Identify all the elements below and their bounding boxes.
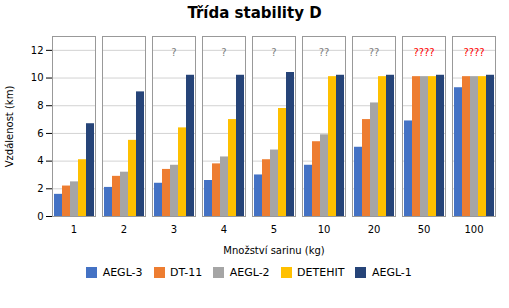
svg-text:Množství sarinu (kg): Množství sarinu (kg)	[223, 245, 324, 256]
html-text:DETEHIT: DETEHIT	[297, 266, 345, 279]
html-text:Třída stability D: Třída stability D	[187, 4, 322, 22]
svg-text:5: 5	[271, 224, 277, 235]
svg-text:10: 10	[318, 224, 331, 235]
svg-text:????: ????	[413, 47, 434, 58]
svg-text:1: 1	[71, 224, 77, 235]
svg-text:20: 20	[368, 224, 381, 235]
svg-text:4: 4	[37, 155, 43, 166]
html-text:DT-11: DT-11	[170, 266, 203, 279]
svg-text:8: 8	[37, 100, 43, 111]
svg-text:4: 4	[221, 224, 227, 235]
svg-text:6: 6	[37, 128, 43, 139]
svg-text:100: 100	[464, 224, 483, 235]
svg-text:?: ?	[221, 47, 226, 58]
html-text:AEGL-3: AEGL-3	[102, 266, 143, 279]
svg-text:0: 0	[37, 211, 43, 222]
svg-text:?: ?	[171, 47, 176, 58]
svg-text:50: 50	[418, 224, 431, 235]
svg-text:3: 3	[171, 224, 177, 235]
svg-text:????: ????	[463, 47, 484, 58]
svg-text:??: ??	[319, 47, 330, 58]
html-text:AEGL-2: AEGL-2	[229, 266, 270, 279]
svg-text:??: ??	[369, 47, 380, 58]
svg-text:?: ?	[271, 47, 276, 58]
svg-text:12: 12	[31, 45, 44, 56]
svg-text:Vzdálenost (km): Vzdálenost (km)	[4, 86, 15, 168]
html-text:AEGL-1: AEGL-1	[371, 266, 412, 279]
svg-text:2: 2	[37, 183, 43, 194]
svg-text:2: 2	[121, 224, 127, 235]
svg-text:10: 10	[31, 72, 44, 83]
